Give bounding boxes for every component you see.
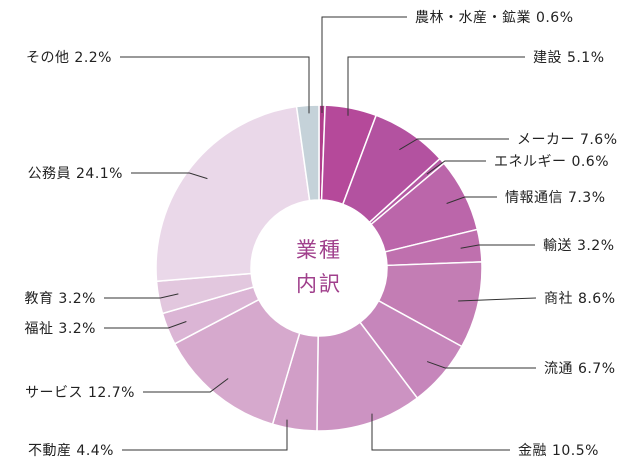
leader-line-2 [347, 56, 525, 116]
chart-title-line-2: 内訳 [296, 272, 342, 296]
slice-14 [155, 105, 311, 283]
slice-15 [295, 104, 320, 202]
slice-label-8: 流通 6.7% [544, 361, 616, 377]
leader-line-1 [321, 16, 407, 114]
leader-line-8 [426, 361, 536, 369]
donut-slices [155, 104, 483, 432]
leader-line-5 [446, 196, 497, 204]
leader-line-7 [458, 297, 537, 302]
leader-line-4 [426, 160, 486, 175]
slice-label-9: 金融 10.5% [518, 443, 599, 459]
slice-labels: 農林・水産・鉱業 0.6% 建設 5.1% メーカー 7.6% エネルギー 0.6% 情… [24, 9, 617, 459]
slice-label-10: 不動産 4.4% [28, 443, 114, 459]
slice-label-11: サービス 12.7% [25, 385, 135, 401]
slice-label-13: 教育 3.2% [24, 291, 96, 307]
leader-line-6 [460, 244, 535, 249]
slice-label-3: メーカー 7.6% [517, 132, 618, 148]
leader-line-11 [143, 378, 229, 393]
slice-label-7: 商社 8.6% [544, 291, 616, 307]
slice-label-12: 福祉 3.2% [24, 321, 96, 337]
slice-label-14: 公務員 24.1% [28, 166, 123, 182]
leader-line-13 [104, 293, 179, 299]
slice-label-15: その他 2.2% [26, 50, 112, 66]
slice-label-2: 建設 5.1% [533, 50, 605, 66]
leader-line-14 [131, 172, 208, 180]
slice-label-5: 情報通信 7.3% [505, 190, 606, 206]
chart-title-line-1: 業種 [296, 238, 342, 262]
leader-line-9 [371, 413, 510, 451]
leader-line-15 [120, 56, 310, 114]
slice-11 [173, 298, 301, 426]
leader-line-12 [104, 321, 187, 329]
leader-lines [104, 16, 537, 451]
leader-line-10 [122, 419, 288, 451]
slice-label-1: 農林・水産・鉱業 0.6% [415, 9, 574, 26]
slice-label-4: エネルギー 0.6% [494, 154, 609, 170]
slice-label-6: 輸送 3.2% [543, 238, 615, 254]
leader-line-3 [399, 138, 509, 151]
